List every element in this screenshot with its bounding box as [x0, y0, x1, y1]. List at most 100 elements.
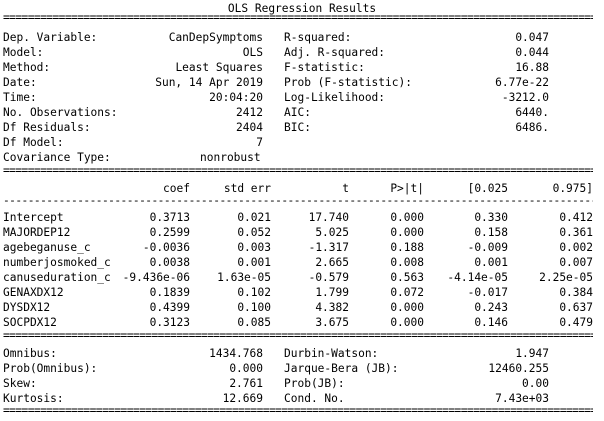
- coef-row-name: GENAXDX12: [3, 286, 64, 299]
- summary-right-value-3: 6.77e-22: [495, 76, 549, 89]
- coef-row-t: 2.665: [315, 256, 349, 269]
- coef-row-std-err: 0.052: [237, 226, 271, 239]
- summary-left-value-5: 2412: [236, 106, 263, 119]
- rule-bottom-text: ========================================…: [3, 407, 593, 417]
- coef-row-ci-hi: 2.25e-05: [539, 271, 593, 284]
- rule-after-summary: ========================================…: [3, 167, 593, 177]
- summary-left-label-3: Date:: [3, 76, 37, 89]
- coef-row-ci-lo: 0.158: [474, 226, 508, 239]
- coef-row-t: -0.579: [308, 271, 349, 284]
- summary-left-value-7: 7: [256, 136, 263, 149]
- coef-row-p: 0.000: [390, 211, 424, 224]
- summary-left-label-8: Covariance Type:: [3, 151, 111, 164]
- diag-right-value-3: 7.43e+03: [495, 392, 549, 405]
- diag-right-value-2: 0.00: [522, 377, 549, 390]
- summary-left-label-5: No. Observations:: [3, 106, 118, 119]
- rule-after-coefficients-text: ========================================…: [3, 332, 593, 342]
- diag-right-value-1: 12460.255: [488, 362, 549, 375]
- summary-right-value-4: -3212.0: [501, 91, 549, 104]
- rule-after-header: ----------------------------------------…: [3, 197, 593, 207]
- header-coef: coef: [163, 182, 190, 195]
- header-t: t: [342, 182, 349, 195]
- summary-left-label-7: Df Model:: [3, 136, 64, 149]
- coef-row-ci-lo: -0.009: [467, 241, 508, 254]
- diag-right-label-0: Durbin-Watson:: [284, 347, 379, 360]
- coef-row-coef: 0.4399: [149, 301, 190, 314]
- diag-left-label-0: Omnibus:: [3, 347, 57, 360]
- summary-right-value-5: 6440.: [515, 106, 549, 119]
- header-ci-lo: [0.025: [467, 182, 508, 195]
- coef-row-name: DYSDX12: [3, 301, 51, 314]
- coef-row-coef: -0.0036: [142, 241, 190, 254]
- summary-right-value-2: 16.88: [515, 61, 549, 74]
- summary-left-label-0: Dep. Variable:: [3, 31, 98, 44]
- summary-right-label-0: R-squared:: [284, 31, 352, 44]
- diag-left-label-1: Prob(Omnibus):: [3, 362, 98, 375]
- summary-right-label-1: Adj. R-squared:: [284, 46, 386, 59]
- coef-row-ci-lo: 0.146: [474, 316, 508, 329]
- summary-right-label-3: Prob (F-statistic):: [284, 76, 412, 89]
- summary-left-value-4: 20:04:20: [209, 91, 263, 104]
- coef-row-p: 0.000: [390, 301, 424, 314]
- diag-left-label-3: Kurtosis:: [3, 392, 64, 405]
- rule-top-text: ========================================…: [3, 14, 593, 24]
- summary-right-value-0: 0.047: [515, 31, 549, 44]
- rule-after-header-text: ----------------------------------------…: [3, 197, 593, 207]
- summary-right-label-2: F-statistic:: [284, 61, 365, 74]
- coef-row-name: agebeganuse_c: [3, 241, 91, 254]
- coef-row-name: Intercept: [3, 211, 64, 224]
- coef-row-ci-hi: 0.384: [559, 286, 593, 299]
- header-std-err: std err: [223, 182, 271, 195]
- diag-right-label-3: Cond. No.: [284, 392, 345, 405]
- coef-row-name: canuseduration_c: [3, 271, 111, 284]
- coef-row-p: 0.000: [390, 316, 424, 329]
- coef-row-std-err: 0.100: [237, 301, 271, 314]
- header-p: P>|t|: [390, 182, 424, 195]
- coef-row-std-err: 0.003: [237, 241, 271, 254]
- coef-row-t: 5.025: [315, 226, 349, 239]
- coef-row-name: numberjosmoked_c: [3, 256, 111, 269]
- rule-after-coefficients: ========================================…: [3, 332, 593, 342]
- summary-right-label-6: BIC:: [284, 121, 311, 134]
- coef-row-name: SOCPDX12: [3, 316, 57, 329]
- summary-left-value-6: 2404: [236, 121, 263, 134]
- summary-left-label-1: Model:: [3, 46, 44, 59]
- coef-row-coef: 0.1839: [149, 286, 190, 299]
- diag-right-label-1: Jarque-Bera (JB):: [284, 362, 399, 375]
- coef-row-std-err: 0.021: [237, 211, 271, 224]
- coef-row-ci-lo: 0.243: [474, 301, 508, 314]
- coef-row-t: 1.799: [315, 286, 349, 299]
- coef-row-p: 0.563: [390, 271, 424, 284]
- coef-row-ci-hi: 0.361: [559, 226, 593, 239]
- summary-left-value-2: Least Squares: [175, 61, 263, 74]
- coef-row-name: MAJORDEP12: [3, 226, 71, 239]
- coef-row-ci-hi: 0.637: [559, 301, 593, 314]
- diag-left-value-0: 1434.768: [209, 347, 263, 360]
- coef-row-ci-hi: 0.412: [559, 211, 593, 224]
- coef-row-ci-lo: 0.330: [474, 211, 508, 224]
- coef-row-ci-lo: -0.017: [467, 286, 508, 299]
- results-title: OLS Regression Results: [227, 2, 377, 15]
- rule-top: ========================================…: [3, 14, 593, 24]
- rule-bottom: ========================================…: [3, 407, 593, 417]
- coef-row-p: 0.072: [390, 286, 424, 299]
- coef-row-std-err: 1.63e-05: [217, 271, 271, 284]
- coef-row-coef: 0.0038: [149, 256, 190, 269]
- summary-right-label-5: AIC:: [284, 106, 311, 119]
- summary-left-value-0: CanDepSymptoms: [168, 31, 263, 44]
- coef-row-ci-hi: 0.479: [559, 316, 593, 329]
- summary-right-value-6: 6486.: [515, 121, 549, 134]
- coef-row-ci-hi: 0.007: [559, 256, 593, 269]
- summary-left-value-1: OLS: [242, 46, 263, 59]
- diag-right-value-0: 1.947: [515, 347, 549, 360]
- coef-row-coef: 0.3713: [149, 211, 190, 224]
- summary-right-value-1: 0.044: [515, 46, 549, 59]
- rule-after-summary-text: ========================================…: [3, 167, 593, 177]
- coef-row-p: 0.000: [390, 226, 424, 239]
- coef-row-p: 0.008: [390, 256, 424, 269]
- coef-row-std-err: 0.001: [237, 256, 271, 269]
- diag-left-value-3: 12.669: [222, 392, 263, 405]
- diag-left-label-2: Skew:: [3, 377, 37, 390]
- diag-left-value-2: 2.761: [229, 377, 263, 390]
